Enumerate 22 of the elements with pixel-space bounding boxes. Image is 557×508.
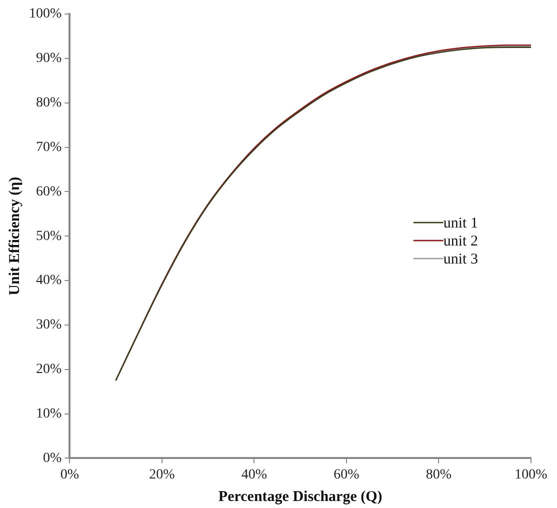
- x-tick-label: 40%: [241, 467, 268, 482]
- y-tick-label: 0%: [42, 450, 62, 466]
- y-tick-label: 10%: [36, 406, 62, 422]
- x-tick-label: 0%: [60, 467, 80, 482]
- y-tick-label: 40%: [36, 273, 62, 288]
- x-tick-label: 20%: [149, 467, 176, 482]
- legend-label: unit 3: [443, 251, 478, 268]
- y-tick-label: 80%: [36, 96, 62, 111]
- x-tick-label: 100%: [514, 467, 548, 482]
- y-tick-label: 20%: [36, 362, 62, 378]
- y-axis-title: Unit Efficiency (η): [6, 176, 23, 296]
- y-tick-label: 90%: [36, 51, 62, 66]
- y-tick-label: 60%: [36, 184, 62, 200]
- y-tick-label: 50%: [36, 228, 62, 244]
- legend-label: unit 1: [443, 215, 478, 232]
- x-tick-label: 60%: [334, 467, 360, 482]
- y-tick-label: 100%: [28, 6, 62, 22]
- x-tick-label: 80%: [426, 467, 452, 482]
- y-tick-label: 30%: [36, 318, 62, 333]
- x-axis-title: Percentage Discharge (Q): [218, 488, 382, 505]
- y-tick-label: 70%: [36, 140, 62, 155]
- legend-label: unit 2: [443, 233, 478, 250]
